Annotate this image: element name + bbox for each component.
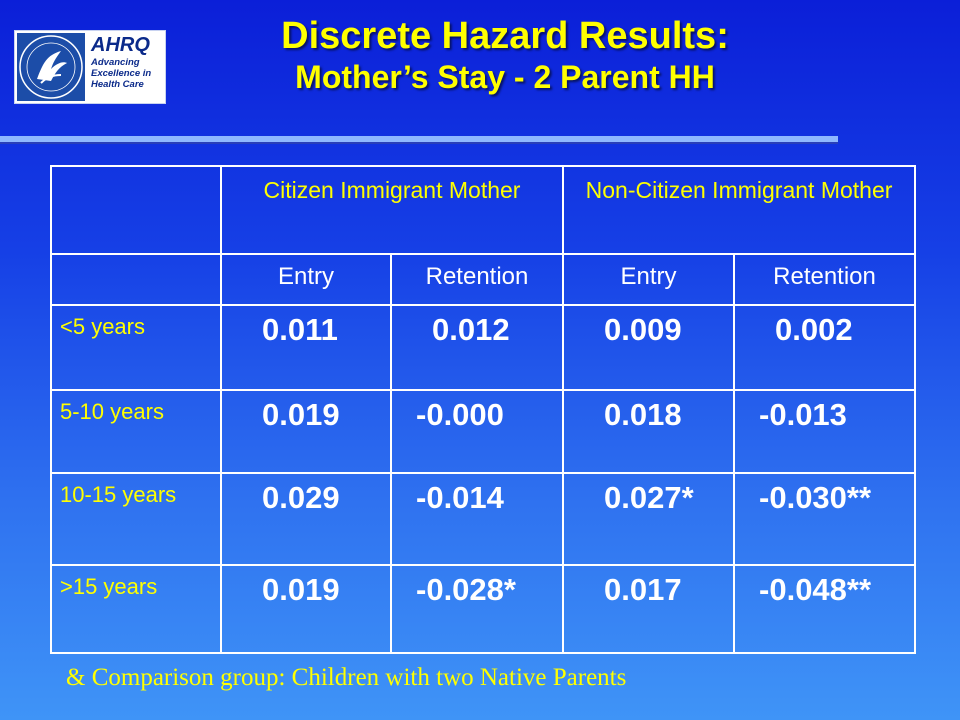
table-corner-cell [50,165,222,255]
table-row: <5 years 0.011 0.012 0.009 0.002 [50,304,917,391]
footnote: & Comparison group: Children with two Na… [66,664,627,691]
ahrq-logo: AHRQ Advancing Excellence in Health Care [14,30,166,104]
table-cell: 0.027* [562,472,736,566]
slide-title-line1: Discrete Hazard Results: [281,15,729,57]
table-cell: -0.028* [389,564,565,654]
table-cell: 0.009 [562,304,736,391]
table-cell: 0.019 [220,389,392,474]
table-cell: -0.014 [389,472,565,566]
ahrq-word: AHRQ [91,34,150,56]
results-table: Citizen Immigrant Mother Non-Citizen Imm… [50,165,917,654]
row-label: 5-10 years [50,389,222,474]
table-cell: -0.013 [733,389,917,474]
table-cell: -0.030** [733,472,917,566]
table-cell: 0.002 [733,304,917,391]
table-corner-cell [50,253,222,306]
slide-title-line2: Mother’s Stay - 2 Parent HH [295,59,715,95]
table-row: 5-10 years 0.019 -0.000 0.018 -0.013 [50,389,917,474]
slide-title: Discrete Hazard Results: Mother’s Stay -… [170,14,840,96]
tagline-line: Excellence in [91,68,152,79]
table-row: 10-15 years 0.029 -0.014 0.027* -0.030** [50,472,917,566]
row-label: <5 years [50,304,222,391]
table-subheader-row: Entry Retention Entry Retention [50,253,917,306]
table-cell: 0.029 [220,472,392,566]
ahrq-wordmark: AHRQ Advancing Excellence in Health Care [91,35,165,90]
subheader-entry: Entry [562,253,736,306]
title-divider [0,136,838,144]
table-cell: 0.012 [389,304,565,391]
group-header-noncitizen: Non-Citizen Immigrant Mother [562,165,917,255]
row-label: >15 years [50,564,222,654]
table-cell: 0.011 [220,304,392,391]
row-label: 10-15 years [50,472,222,566]
ahrq-tagline: Advancing Excellence in Health Care [91,57,165,90]
tagline-line: Health Care [91,79,144,90]
table-cell: 0.019 [220,564,392,654]
subheader-entry: Entry [220,253,392,306]
hhs-seal-icon [17,33,85,101]
table-group-header-row: Citizen Immigrant Mother Non-Citizen Imm… [50,165,917,255]
group-header-citizen: Citizen Immigrant Mother [219,165,565,255]
table-row: >15 years 0.019 -0.028* 0.017 -0.048** [50,564,917,654]
table-cell: 0.018 [562,389,736,474]
table-cell: -0.048** [733,564,917,654]
tagline-line: Advancing [91,57,140,68]
subheader-retention: Retention [733,253,917,306]
table-cell: 0.017 [562,564,736,654]
subheader-retention: Retention [389,253,565,306]
table-cell: -0.000 [389,389,565,474]
